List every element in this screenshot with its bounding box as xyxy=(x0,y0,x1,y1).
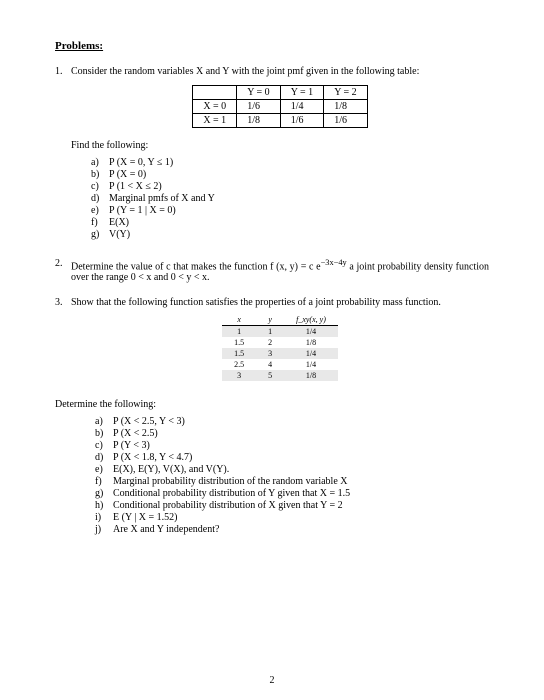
table-row: 1 1 1/4 xyxy=(222,326,338,338)
problem-3-number: 3. xyxy=(55,297,71,391)
pmf-header-y1: Y = 1 xyxy=(280,86,324,100)
jm-cell: 1.5 xyxy=(222,348,256,359)
list-item: f)E(X) xyxy=(91,217,489,228)
jm-cell: 2.5 xyxy=(222,359,256,370)
table-row: 3 5 1/8 xyxy=(222,370,338,381)
jm-cell: 3 xyxy=(222,370,256,381)
pmf-header-y0: Y = 0 xyxy=(237,86,281,100)
list-item: d)Marginal pmfs of X and Y xyxy=(91,193,489,204)
jm-header-y: y xyxy=(256,314,284,326)
problem-3: 3. Show that the following function sati… xyxy=(55,297,489,391)
list-item: j)Are X and Y independent? xyxy=(95,524,489,535)
list-item: f)Marginal probability distribution of t… xyxy=(95,476,489,487)
jm-cell: 1 xyxy=(256,326,284,338)
document-page: Problems: 1. Consider the random variabl… xyxy=(0,0,544,700)
problem-1-text: Consider the random variables X and Y wi… xyxy=(71,66,489,77)
problem-1: 1. Consider the random variables X and Y… xyxy=(55,66,489,250)
jm-header-x: x xyxy=(222,314,256,326)
joint-mass-table: x y f_xy(x, y) 1 1 1/4 1.5 2 1/8 1.5 3 xyxy=(222,314,338,381)
list-item: e)E(X), E(Y), V(X), and V(Y). xyxy=(95,464,489,475)
problem-2-text1: Determine the value of c that makes the … xyxy=(71,261,321,272)
problem-3-text: Show that the following function satisfi… xyxy=(71,297,489,308)
joint-pmf-table: Y = 0 Y = 1 Y = 2 X = 0 1/6 1/4 1/8 X = … xyxy=(192,85,367,128)
jm-cell: 5 xyxy=(256,370,284,381)
page-number: 2 xyxy=(0,675,544,686)
pmf-cell: 1/6 xyxy=(280,114,324,128)
jm-cell: 1/8 xyxy=(284,337,338,348)
problem-1-body: Consider the random variables X and Y wi… xyxy=(71,66,489,250)
problem-2: 2. Determine the value of c that makes t… xyxy=(55,258,489,283)
problem-3-subitems: a)P (X < 2.5, Y < 3) b)P (X < 2.5) c)P (… xyxy=(95,416,489,535)
table-row: 1.5 3 1/4 xyxy=(222,348,338,359)
list-item: e)P (Y = 1 | X = 0) xyxy=(91,205,489,216)
problem-2-body: Determine the value of c that makes the … xyxy=(71,258,489,283)
list-item: a)P (X < 2.5, Y < 3) xyxy=(95,416,489,427)
list-item: g)V(Y) xyxy=(91,229,489,240)
table-row: 1.5 2 1/8 xyxy=(222,337,338,348)
jm-cell: 1 xyxy=(222,326,256,338)
list-item: h)Conditional probability distribution o… xyxy=(95,500,489,511)
pmf-cell: 1/8 xyxy=(324,100,368,114)
table-row: 2.5 4 1/4 xyxy=(222,359,338,370)
list-item: c)P (Y < 3) xyxy=(95,440,489,451)
find-label: Find the following: xyxy=(71,140,489,151)
jm-header-fxy: f_xy(x, y) xyxy=(284,314,338,326)
problems-heading: Problems: xyxy=(55,40,489,52)
jm-cell: 1/4 xyxy=(284,359,338,370)
pmf-cell: X = 0 xyxy=(193,100,237,114)
pmf-cell: 1/6 xyxy=(324,114,368,128)
problem-2-number: 2. xyxy=(55,258,71,283)
pmf-cell: 1/4 xyxy=(280,100,324,114)
pmf-header-y2: Y = 2 xyxy=(324,86,368,100)
pmf-cell: X = 1 xyxy=(193,114,237,128)
list-item: c)P (1 < X ≤ 2) xyxy=(91,181,489,192)
problem-1-number: 1. xyxy=(55,66,71,250)
jm-cell: 4 xyxy=(256,359,284,370)
list-item: a)P (X = 0, Y ≤ 1) xyxy=(91,157,489,168)
pmf-header-blank xyxy=(193,86,237,100)
jm-cell: 1.5 xyxy=(222,337,256,348)
problem-2-exponent: −3x−4y xyxy=(321,258,347,267)
list-item: g)Conditional probability distribution o… xyxy=(95,488,489,499)
jm-cell: 1/8 xyxy=(284,370,338,381)
pmf-cell: 1/6 xyxy=(237,100,281,114)
jm-cell: 1/4 xyxy=(284,348,338,359)
jm-cell: 3 xyxy=(256,348,284,359)
list-item: d)P (X < 1.8, Y < 4.7) xyxy=(95,452,489,463)
jm-cell: 1/4 xyxy=(284,326,338,338)
problem-3-body: Show that the following function satisfi… xyxy=(71,297,489,391)
jm-cell: 2 xyxy=(256,337,284,348)
determine-label: Determine the following: xyxy=(55,399,489,410)
list-item: b)P (X < 2.5) xyxy=(95,428,489,439)
list-item: i)E (Y | X = 1.52) xyxy=(95,512,489,523)
list-item: b)P (X = 0) xyxy=(91,169,489,180)
pmf-cell: 1/8 xyxy=(237,114,281,128)
problem-1-subitems: a)P (X = 0, Y ≤ 1) b)P (X = 0) c)P (1 < … xyxy=(91,157,489,240)
